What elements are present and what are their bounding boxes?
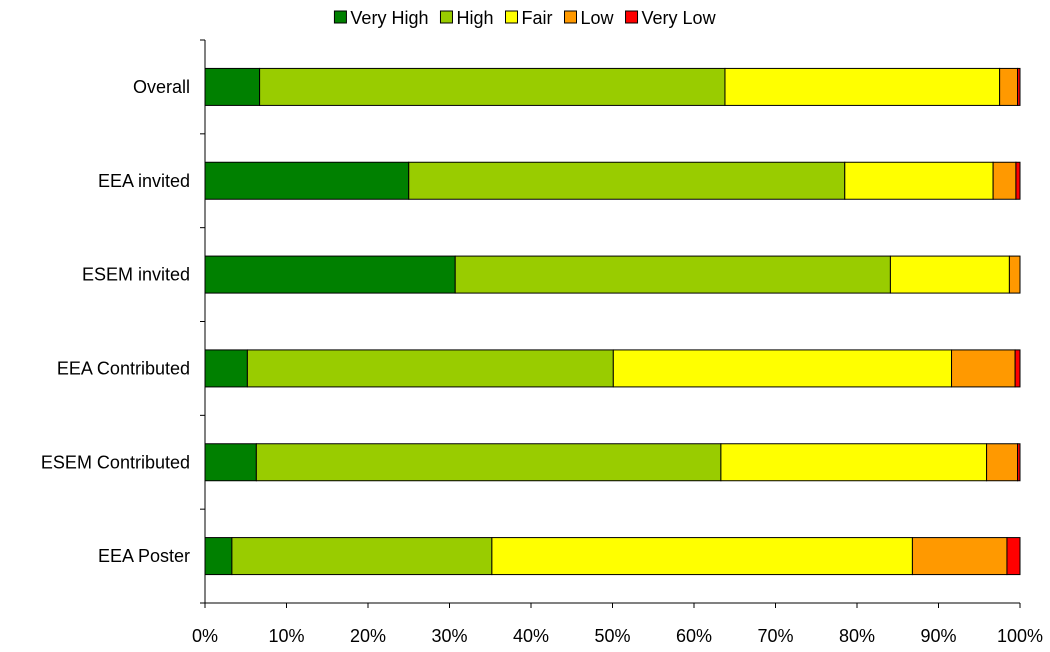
legend-swatch bbox=[506, 11, 518, 23]
legend-label: Very Low bbox=[642, 8, 717, 28]
bar-segment bbox=[256, 444, 721, 481]
bar-segment bbox=[1009, 256, 1020, 293]
bar-segment bbox=[205, 350, 247, 387]
legend-item: Low bbox=[565, 8, 615, 28]
bar-segment bbox=[205, 162, 409, 199]
bar-segment bbox=[1007, 538, 1020, 575]
legend-label: Very High bbox=[350, 8, 428, 28]
x-tick-label: 40% bbox=[513, 626, 549, 646]
bar-segment bbox=[1018, 444, 1020, 481]
bar-segment bbox=[409, 162, 845, 199]
bar-segment bbox=[247, 350, 613, 387]
x-tick-labels: 0% 10% 20% 30% 40% 50% 60% 70% 80% 90% 100% bbox=[192, 603, 1043, 646]
bar-segment bbox=[232, 538, 492, 575]
bar-segment bbox=[890, 256, 1009, 293]
bar-segment bbox=[1016, 162, 1020, 199]
x-tick-label: 50% bbox=[594, 626, 630, 646]
category-label: EEA invited bbox=[98, 171, 190, 191]
bar-segment bbox=[205, 256, 455, 293]
legend-item: Fair bbox=[506, 8, 553, 28]
bar-segment bbox=[1015, 350, 1020, 387]
y-category-labels: Overall EEA invited ESEM invited EEA Contri… bbox=[41, 40, 205, 603]
x-tick-label: 10% bbox=[268, 626, 304, 646]
x-tick-label: 20% bbox=[350, 626, 386, 646]
category-label: Overall bbox=[133, 77, 190, 97]
bar-segment bbox=[993, 162, 1016, 199]
bar-segment bbox=[845, 162, 993, 199]
legend-label: Low bbox=[581, 8, 615, 28]
x-tick-label: 90% bbox=[920, 626, 956, 646]
bar-segment bbox=[205, 538, 232, 575]
bar-segment bbox=[1018, 68, 1020, 105]
legend-swatch bbox=[440, 11, 452, 23]
legend-item: Very Low bbox=[626, 8, 717, 28]
legend-swatch bbox=[626, 11, 638, 23]
bar-segment bbox=[260, 68, 725, 105]
legend-item: High bbox=[440, 8, 493, 28]
bar-segment bbox=[987, 444, 1018, 481]
legend-label: High bbox=[456, 8, 493, 28]
bar-segment bbox=[205, 444, 256, 481]
x-tick-label: 0% bbox=[192, 626, 218, 646]
bar-segment bbox=[1000, 68, 1018, 105]
category-label: EEA Contributed bbox=[57, 358, 190, 378]
category-label: ESEM invited bbox=[82, 265, 190, 285]
bar-segment bbox=[492, 538, 913, 575]
x-tick-label: 30% bbox=[431, 626, 467, 646]
x-tick-label: 60% bbox=[676, 626, 712, 646]
x-tick-label: 100% bbox=[997, 626, 1043, 646]
bar-segment bbox=[205, 68, 260, 105]
x-tick-label: 80% bbox=[839, 626, 875, 646]
axes bbox=[205, 40, 1020, 603]
category-label: EEA Poster bbox=[98, 546, 190, 566]
bar-segment bbox=[725, 68, 1000, 105]
legend-swatch bbox=[334, 11, 346, 23]
bars bbox=[205, 68, 1020, 574]
bar-segment bbox=[721, 444, 987, 481]
legend-label: Fair bbox=[522, 8, 553, 28]
bar-segment bbox=[613, 350, 951, 387]
legend-item: Very High bbox=[334, 8, 428, 28]
bar-segment bbox=[912, 538, 1007, 575]
legend: Very High High Fair Low Very Low bbox=[334, 8, 716, 28]
legend-swatch bbox=[565, 11, 577, 23]
bar-segment bbox=[455, 256, 890, 293]
x-tick-label: 70% bbox=[757, 626, 793, 646]
category-label: ESEM Contributed bbox=[41, 452, 190, 472]
bar-segment bbox=[952, 350, 1016, 387]
